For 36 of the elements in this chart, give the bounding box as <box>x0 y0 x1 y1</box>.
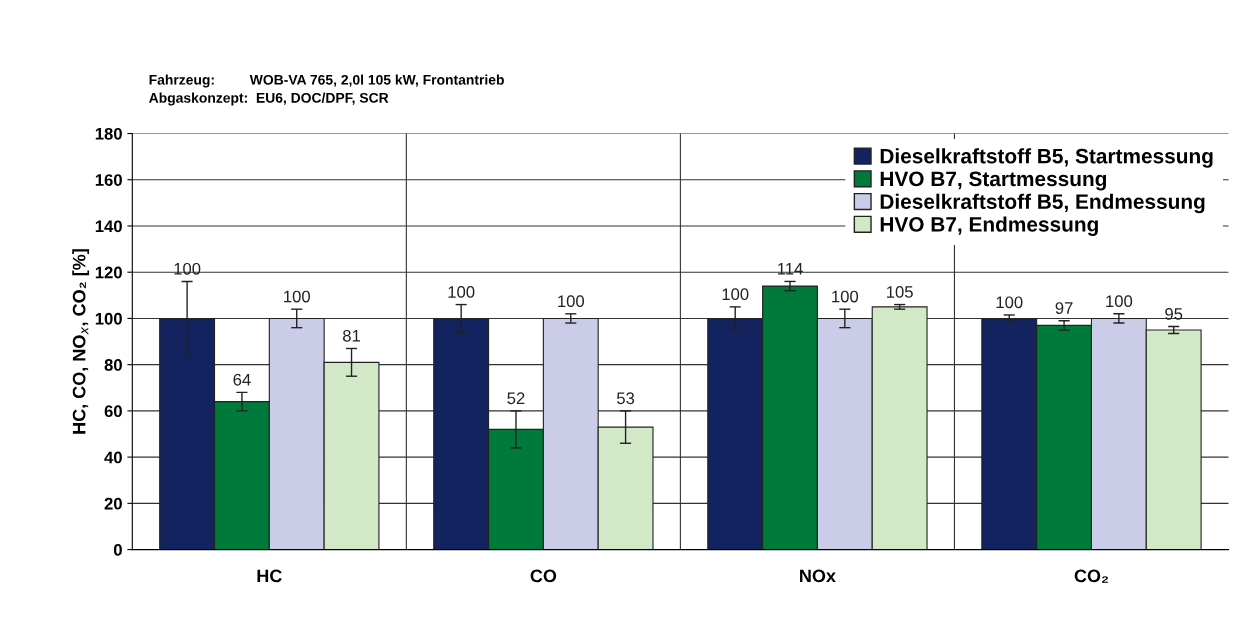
y-axis-title: HC, CO, NO$_{x}$, CO₂ [%] <box>72 249 90 434</box>
data-label: 100 <box>448 286 475 298</box>
y-tick-label: 140 <box>95 220 122 233</box>
y-tick-label: 40 <box>104 451 122 464</box>
data-label: 100 <box>284 290 310 303</box>
y-tick-label: 20 <box>104 497 122 510</box>
y-tick-label: 80 <box>104 359 122 371</box>
data-label: 100 <box>558 295 585 308</box>
data-label: 95 <box>1165 307 1183 320</box>
data-label: 53 <box>616 392 635 405</box>
y-tick-label: 60 <box>104 405 122 418</box>
x-tick-label: CO <box>530 569 557 583</box>
data-label: 100 <box>1106 295 1133 308</box>
data-label: 100 <box>996 296 1023 309</box>
chart-subtitle: Fahrzeug: WOB-VA 765, 2,0l 105 kW, Frontantrieb Abgaskonzept: EU6, DOC/DPF, SCR <box>149 74 504 106</box>
x-tick-label: HC <box>257 569 282 583</box>
y-tick-label: 120 <box>95 266 122 279</box>
data-label: 81 <box>343 329 360 342</box>
legend-label: HVO B7, Startmessung <box>880 171 1107 191</box>
legend-label: HVO B7, Endmessung <box>880 216 1098 236</box>
data-label: 100 <box>174 262 201 275</box>
data-label: 64 <box>233 373 251 386</box>
data-label: 114 <box>778 263 803 275</box>
data-label: 100 <box>722 288 749 301</box>
y-tick-label: 100 <box>95 312 122 325</box>
y-tick-label: 160 <box>95 174 122 186</box>
data-label: 52 <box>507 392 525 405</box>
legend-label: Dieselkraftstoff B5, Endmessung <box>880 193 1205 214</box>
legend-label: Dieselkraftstoff B5, Startmessung <box>880 148 1213 168</box>
x-tick-label: NOx <box>800 569 836 583</box>
x-tick-label: CO₂ <box>1074 569 1109 583</box>
data-label: 100 <box>832 290 859 303</box>
y-tick-label: 0 <box>113 543 122 556</box>
y-tick-label: 180 <box>95 127 122 140</box>
data-label: 97 <box>1055 302 1073 314</box>
data-label: 105 <box>887 286 913 298</box>
